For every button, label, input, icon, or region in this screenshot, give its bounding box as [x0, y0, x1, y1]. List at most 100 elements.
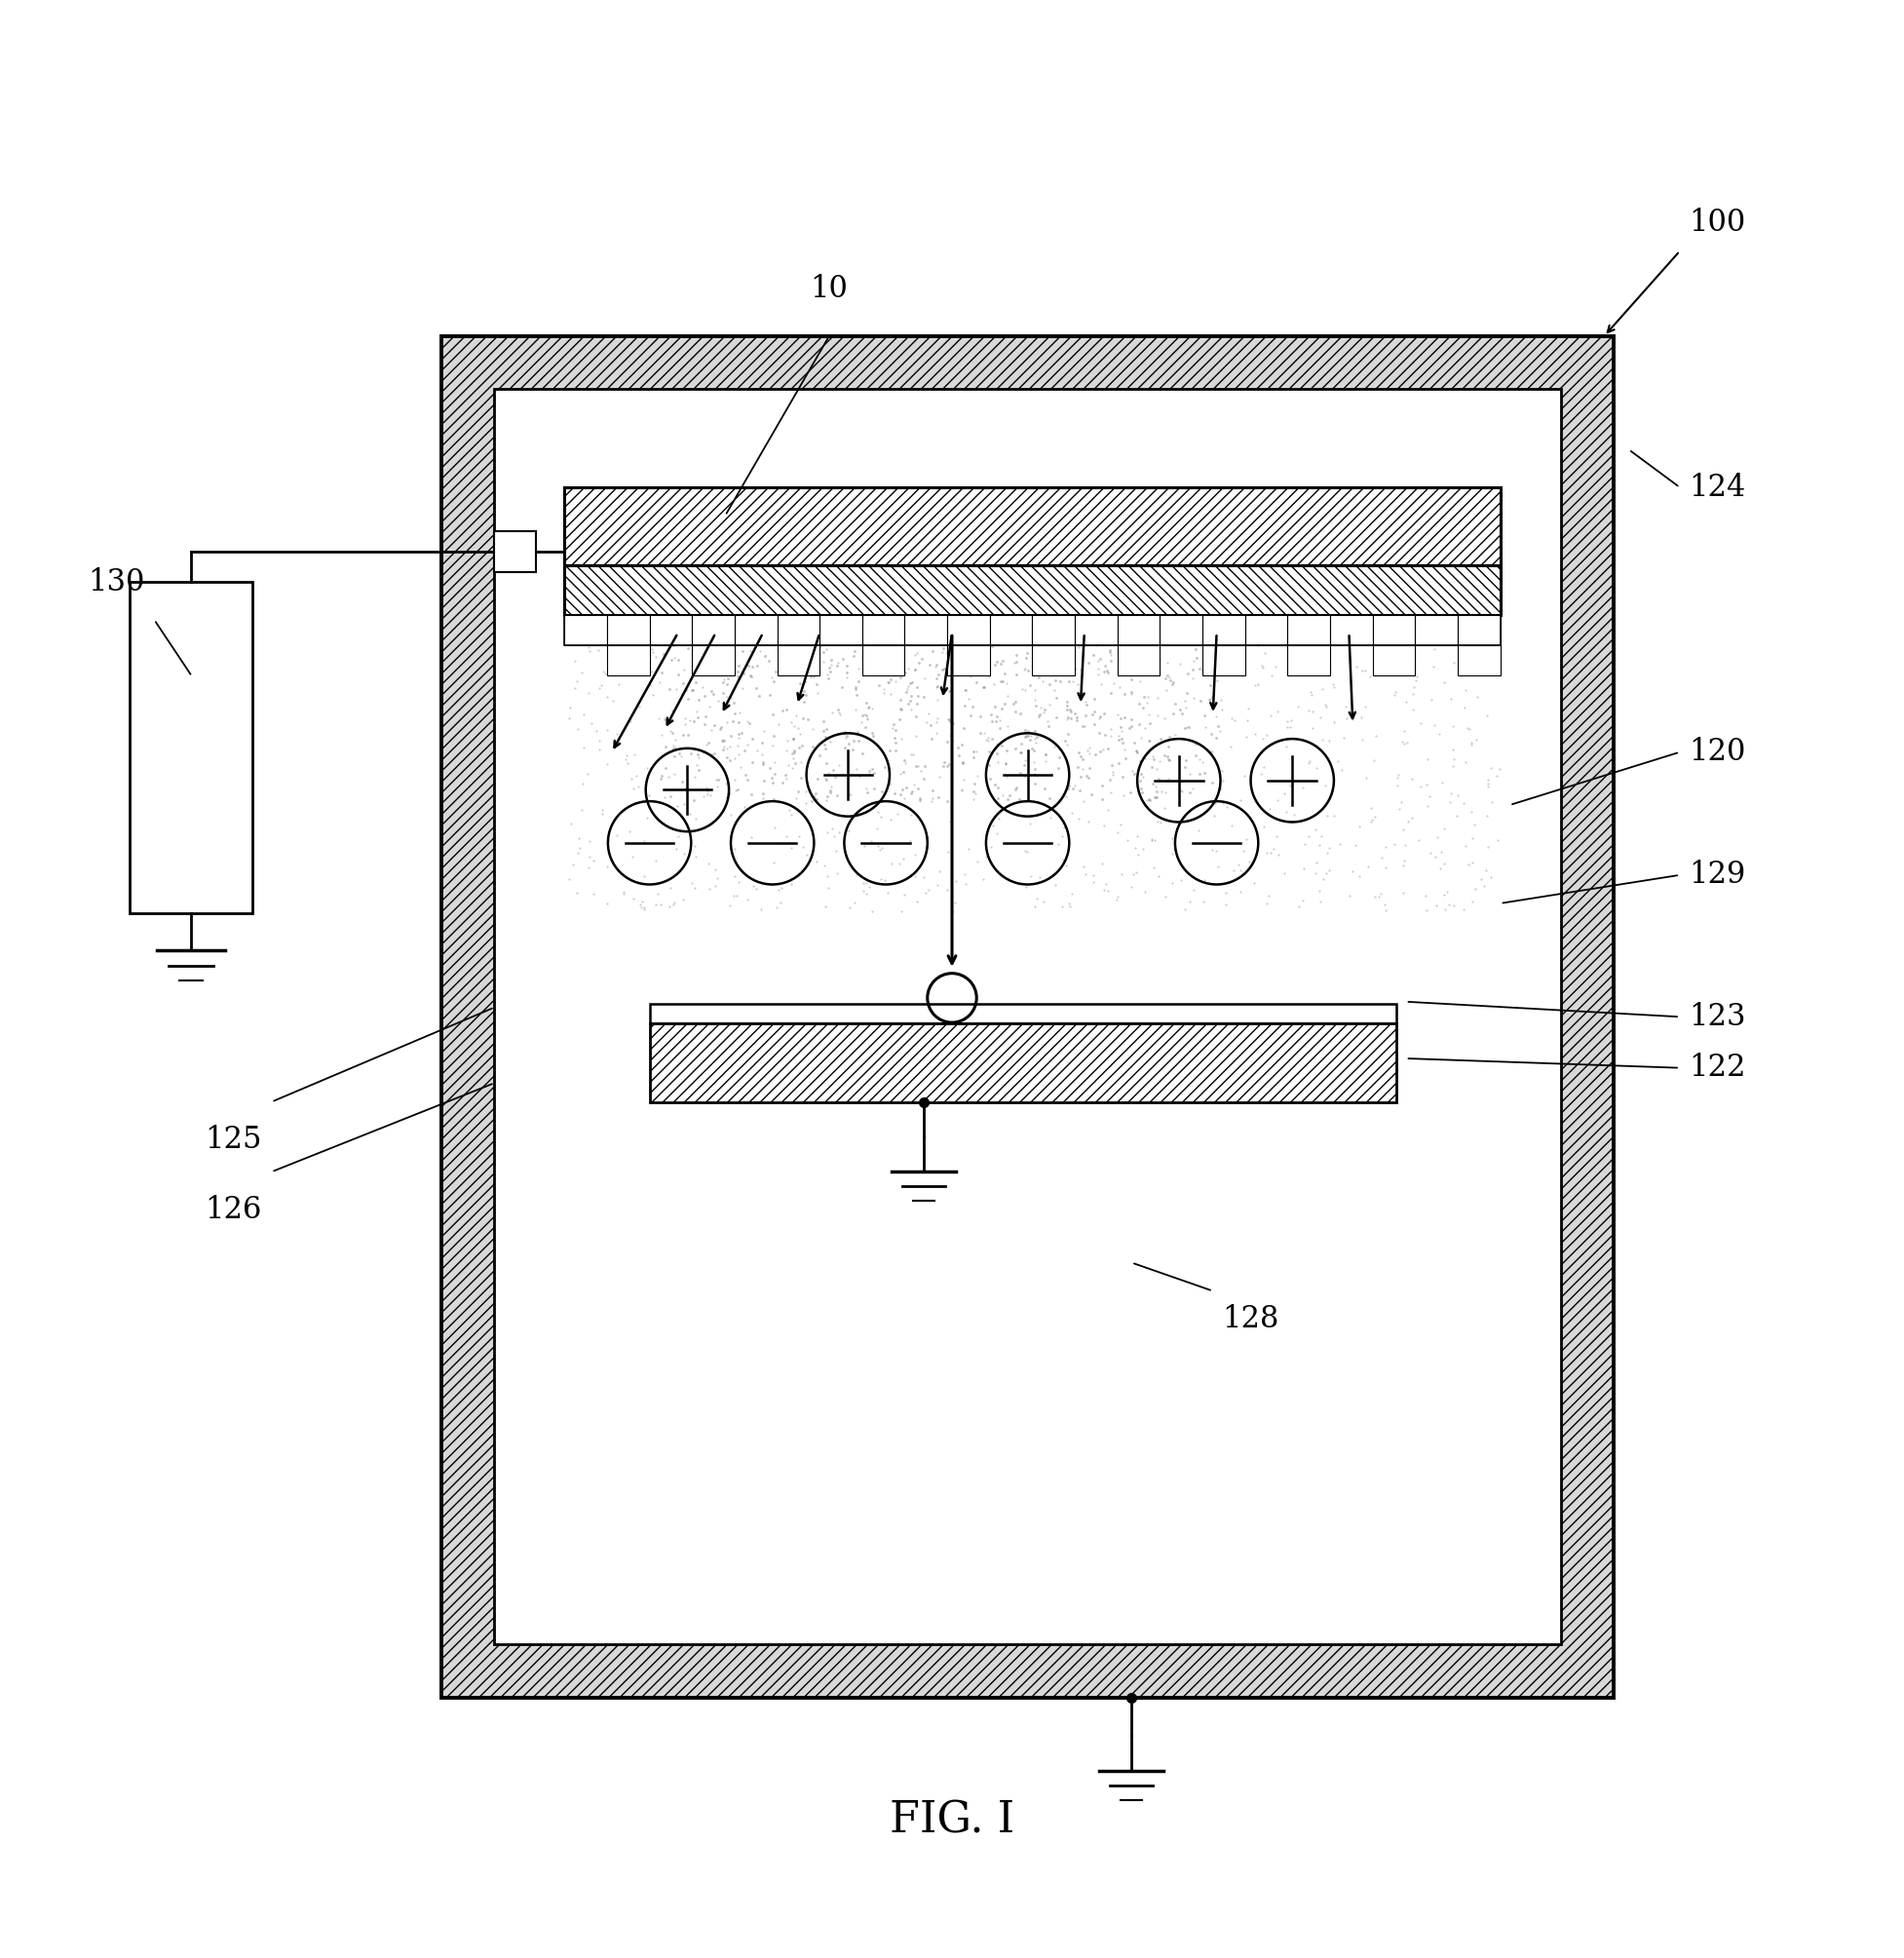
Point [981, 705, 1011, 736]
Point [1047, 820, 1078, 852]
Point [573, 852, 604, 883]
Point [1436, 777, 1466, 809]
Point [1066, 744, 1097, 775]
Point [809, 721, 840, 752]
Point [756, 762, 786, 793]
Point [880, 666, 910, 697]
Point [1047, 844, 1078, 875]
Point [1024, 862, 1055, 893]
Point [724, 723, 754, 754]
Point [1481, 760, 1512, 791]
Point [1295, 676, 1325, 707]
Point [859, 758, 889, 789]
Point [1068, 785, 1099, 816]
Point [887, 695, 918, 726]
Point [701, 630, 731, 662]
Point [609, 875, 640, 907]
Point [923, 670, 954, 701]
Point [986, 730, 1017, 762]
Point [855, 826, 885, 858]
Point [1194, 683, 1224, 715]
Point [823, 650, 853, 681]
Point [712, 781, 743, 813]
Point [984, 705, 1015, 736]
Point [971, 623, 1002, 654]
Point [1434, 889, 1464, 920]
Point [764, 875, 794, 907]
Point [1415, 836, 1445, 867]
Point [727, 717, 758, 748]
Point [1422, 891, 1453, 922]
Point [1137, 630, 1167, 662]
Point [737, 650, 767, 681]
Point [935, 860, 965, 891]
Point [853, 758, 883, 789]
Point [887, 773, 918, 805]
Point [1051, 728, 1081, 760]
Point [851, 711, 882, 742]
Point [1451, 660, 1481, 691]
Point [1055, 695, 1085, 726]
Point [843, 724, 874, 756]
Point [712, 777, 743, 809]
Point [764, 644, 794, 676]
Point [813, 758, 843, 789]
Point [809, 715, 840, 746]
Point [708, 664, 739, 695]
Point [1194, 670, 1224, 701]
Point [693, 779, 724, 811]
Point [1190, 701, 1220, 732]
Point [975, 830, 1005, 862]
Point [602, 820, 632, 852]
Bar [1458, 615, 1500, 646]
Point [901, 721, 931, 752]
Point [746, 726, 777, 758]
Point [720, 860, 750, 891]
Point [1068, 850, 1099, 881]
Point [1293, 695, 1323, 726]
Point [1384, 640, 1415, 672]
Point [1021, 674, 1051, 705]
Point [674, 632, 704, 664]
Point [874, 666, 904, 697]
Point [931, 873, 962, 905]
Point [602, 719, 632, 750]
Bar [495, 531, 537, 572]
Point [1234, 693, 1264, 724]
Point [1078, 867, 1108, 899]
Point [729, 734, 760, 766]
Point [899, 769, 929, 801]
Point [1139, 744, 1169, 775]
Point [956, 646, 986, 677]
Point [847, 642, 878, 674]
Point [1070, 860, 1101, 891]
Point [1114, 713, 1144, 744]
Point [1228, 760, 1259, 791]
Point [1036, 646, 1066, 677]
Point [826, 672, 857, 703]
Point [1078, 699, 1108, 730]
Point [990, 748, 1021, 779]
Point [743, 650, 773, 681]
Point [720, 742, 750, 773]
Point [1186, 685, 1217, 717]
Point [817, 697, 847, 728]
Point [1150, 703, 1180, 734]
Text: FIG. I: FIG. I [889, 1799, 1015, 1841]
Point [1083, 646, 1114, 677]
Point [828, 717, 859, 748]
Point [815, 644, 845, 676]
Point [1083, 717, 1114, 748]
Point [1015, 670, 1045, 701]
Point [682, 750, 712, 781]
Bar [607, 646, 649, 676]
Point [1472, 801, 1502, 832]
Point [632, 752, 663, 783]
Point [668, 838, 699, 869]
Point [1102, 881, 1133, 912]
Point [1123, 840, 1154, 871]
Point [1038, 658, 1068, 689]
Point [767, 768, 798, 799]
Point [1232, 705, 1262, 736]
Point [1211, 877, 1241, 909]
